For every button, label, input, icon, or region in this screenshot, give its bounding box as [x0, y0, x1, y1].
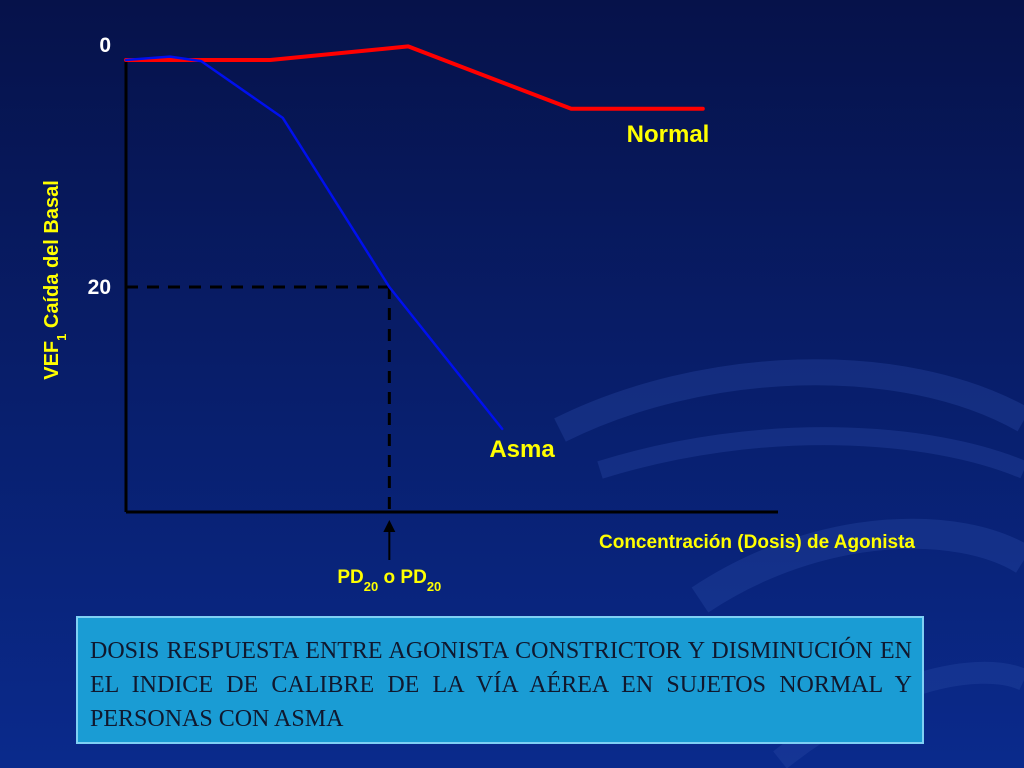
y-axis-label: VEF1 Caída del Basal	[41, 180, 69, 380]
series-label-asma: Asma	[489, 436, 555, 463]
x-axis-label: Concentración (Dosis) de Agonista	[599, 532, 915, 553]
y-tick-label-0: 0	[99, 34, 111, 57]
series-line-normal	[124, 44, 705, 111]
y-tick-label-20: 20	[88, 276, 111, 299]
caption-text: DOSIS RESPUESTA ENTRE AGONISTA CONSTRICT…	[90, 638, 912, 732]
pd-arrow-head	[383, 520, 396, 532]
series-line-asma	[124, 55, 504, 431]
caption-box: DOSIS RESPUESTA ENTRE AGONISTA CONSTRICT…	[76, 616, 924, 744]
pd20-marker-label: PD20 o PD20	[337, 567, 441, 594]
dose-response-chart: 0 20 Normal Asma VEF1 Caída del Basal Concent…	[41, 34, 916, 594]
series-label-normal: Normal	[627, 121, 710, 148]
